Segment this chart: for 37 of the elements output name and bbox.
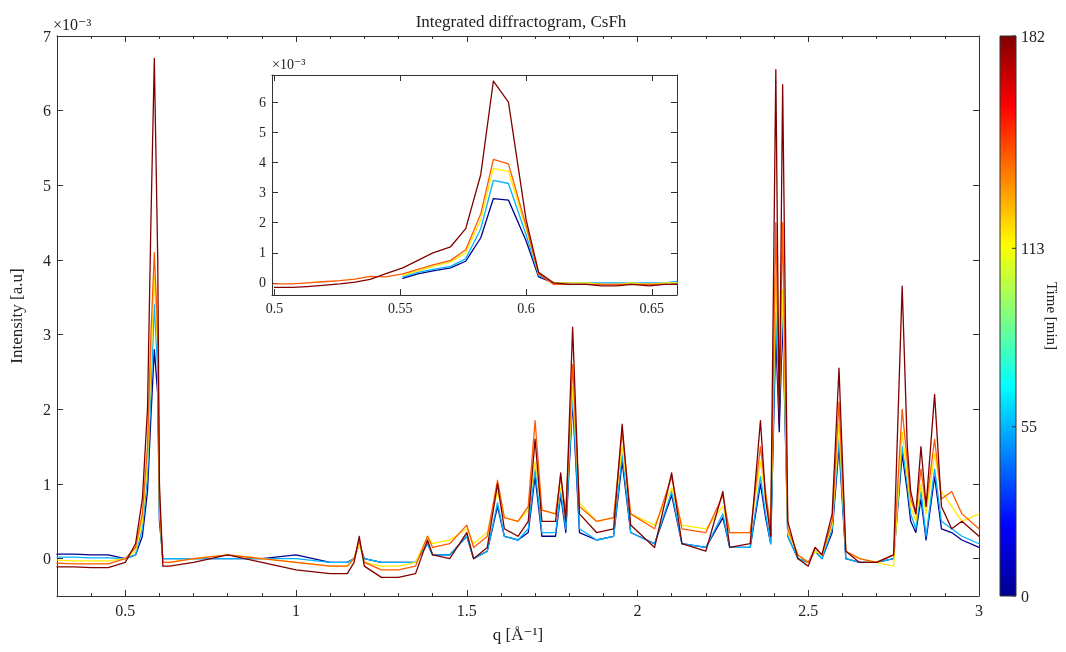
line-series xyxy=(273,80,678,289)
y-tick-label: 0 xyxy=(259,275,266,291)
x-tick-label: 3 xyxy=(975,601,983,619)
line-series xyxy=(56,57,980,578)
y-tick-label: 4 xyxy=(259,154,266,170)
x-tick-label: 0.6 xyxy=(517,300,535,316)
x-tick-label: 0.5 xyxy=(115,601,136,619)
y-tick-label: 5 xyxy=(259,124,266,140)
annotation: ×10⁻³ xyxy=(272,56,306,72)
color-bar-label: 0 xyxy=(1021,587,1029,605)
y-tick-label: 2 xyxy=(43,400,51,418)
x-tick-label: 0.65 xyxy=(639,300,665,316)
y-tick-label: 3 xyxy=(43,326,51,344)
x-tick-label: 1 xyxy=(292,601,301,619)
y-tick-label: 0 xyxy=(43,550,51,568)
color-bar-title: Time [min] xyxy=(1044,281,1060,351)
y-tick-label: 2 xyxy=(259,215,266,231)
x-tick-label: 0.55 xyxy=(388,300,413,316)
x-axis-title: q [Å⁻¹] xyxy=(492,625,544,644)
x-tick-label: 2 xyxy=(633,601,642,619)
y-tick-label: 6 xyxy=(259,94,266,110)
y-tick-label: 6 xyxy=(43,102,51,120)
y-tick-label: 4 xyxy=(43,251,51,269)
chart-title: Integrated diffractogram, CsFh xyxy=(415,12,627,31)
y-tick-label: 7 xyxy=(43,27,51,45)
color-bar-label: 182 xyxy=(1021,27,1045,45)
text: ×10⁻³ xyxy=(53,15,92,33)
color-bar-label: 113 xyxy=(1021,239,1045,257)
x-tick-label: 2.5 xyxy=(798,601,819,619)
y-axis-title: Intensity [a.u] xyxy=(7,268,26,364)
color-bar-label: 55 xyxy=(1021,418,1037,436)
y-tick-label: 3 xyxy=(259,185,266,201)
y-tick-label: 1 xyxy=(259,245,266,261)
x-tick-label: 1.5 xyxy=(456,601,477,619)
x-tick-label: 0.5 xyxy=(265,300,284,316)
y-tick-label: 1 xyxy=(43,475,51,493)
y-tick-label: 5 xyxy=(43,176,51,194)
